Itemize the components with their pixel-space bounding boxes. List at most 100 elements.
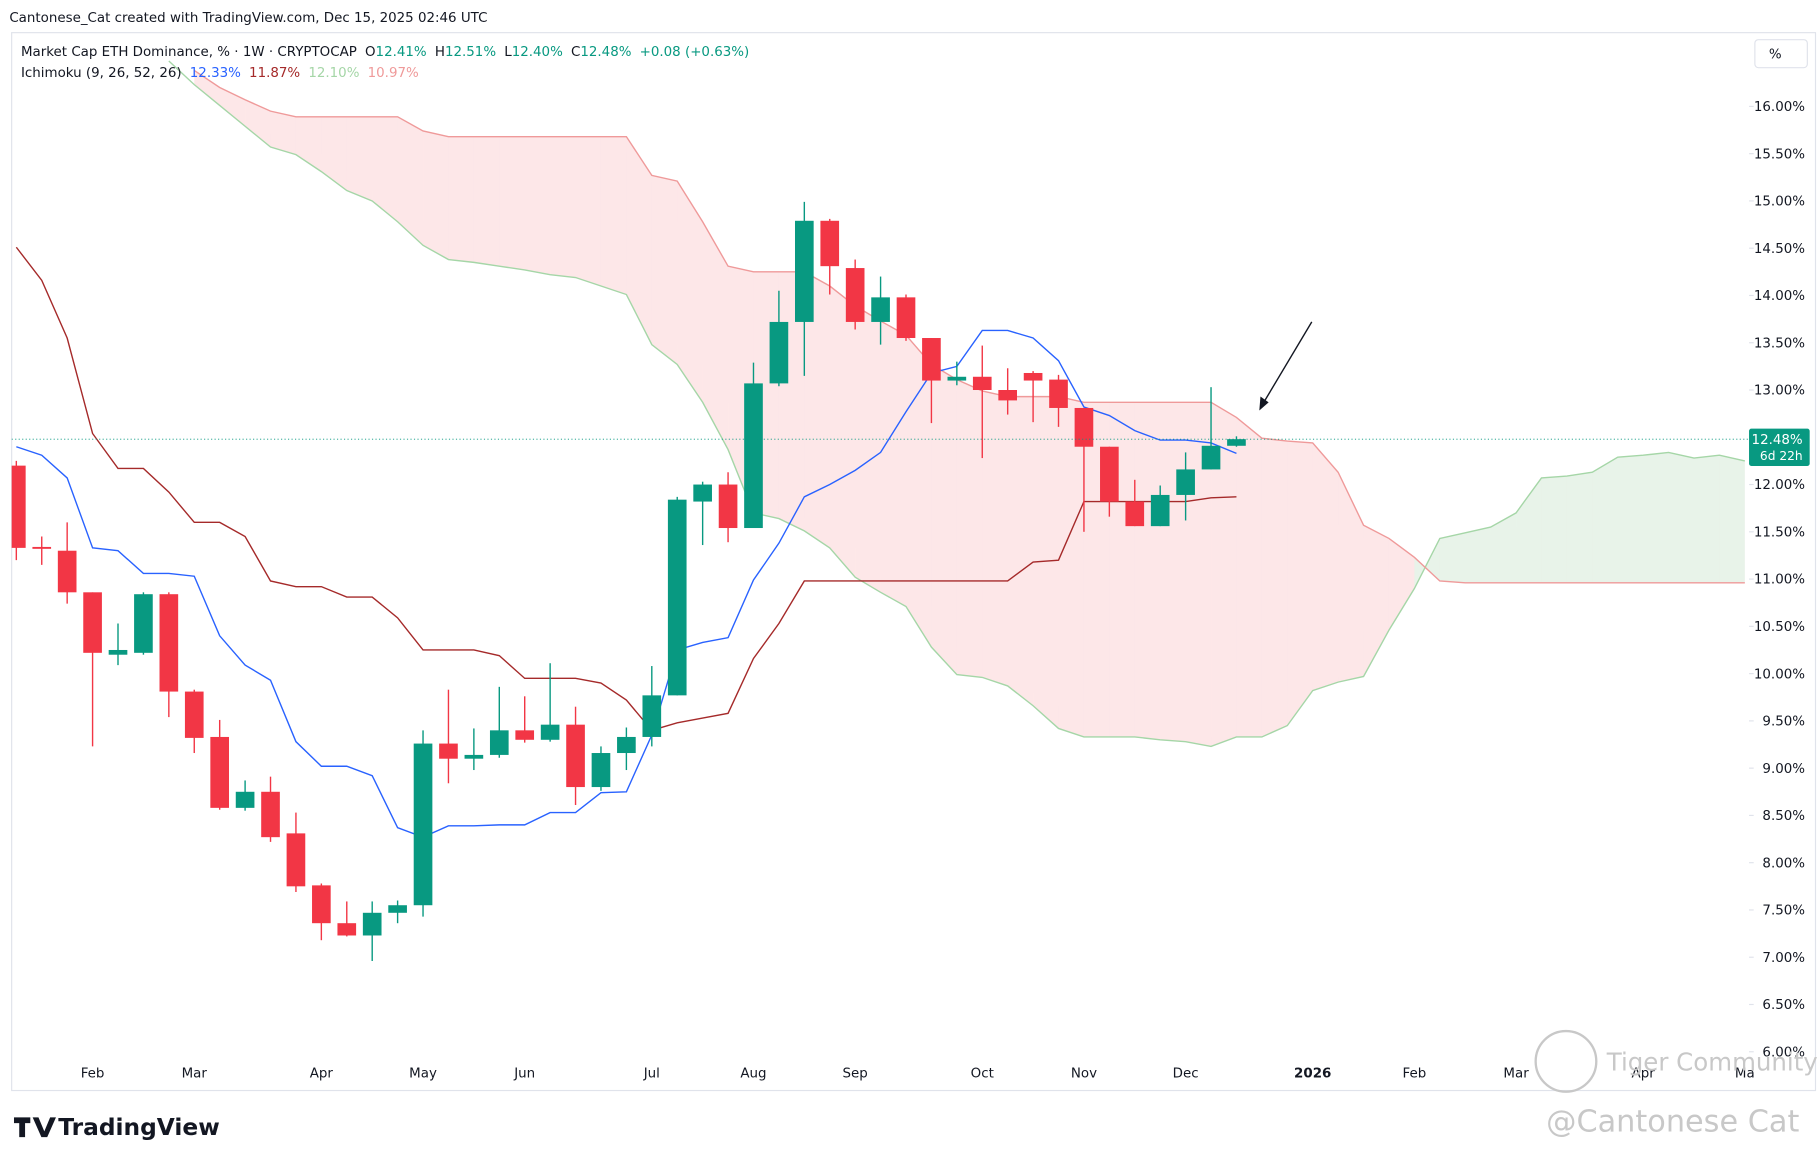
legend-key: L xyxy=(504,45,512,60)
price-label: 12.48% xyxy=(1752,433,1803,448)
cloud-fill xyxy=(1694,455,1720,583)
y-tick-label: 10.00% xyxy=(1754,667,1805,682)
candle-body xyxy=(134,594,153,653)
y-tick-label: 7.00% xyxy=(1762,951,1805,966)
indicator-line xyxy=(168,60,1745,748)
x-tick-label: May xyxy=(409,1067,437,1082)
y-tick-label: 14.50% xyxy=(1754,242,1805,257)
candle-body xyxy=(1150,494,1170,527)
y-tick-label: 16.00% xyxy=(1754,100,1805,115)
legend-indicator: Ichimoku (9, 26, 52, 26) 12.33% 11.87% 12.1… xyxy=(21,66,419,81)
cloud-fill xyxy=(1033,396,1059,729)
legend-change: +0.08 (+0.63%) xyxy=(640,45,750,60)
y-tick-label: 10.50% xyxy=(1754,620,1805,635)
y-tick-label: 6.00% xyxy=(1762,1045,1805,1060)
cloud-fill xyxy=(804,271,830,548)
candle-body xyxy=(871,297,890,322)
candle-body xyxy=(1176,469,1195,495)
indicator-line xyxy=(15,246,1237,732)
candle-body xyxy=(845,268,865,322)
cloud-fill xyxy=(1363,525,1389,677)
cloud-fill xyxy=(829,286,856,578)
cloud-fill xyxy=(372,116,398,222)
cloud-fill xyxy=(194,70,220,106)
cloud-fill xyxy=(600,136,627,295)
y-tick-label: 12.00% xyxy=(1754,478,1805,493)
candle-body xyxy=(210,736,230,808)
candle-body xyxy=(1074,407,1094,447)
candle-body xyxy=(591,753,611,788)
cloud-fill xyxy=(1490,512,1517,583)
cloud-fill xyxy=(346,116,373,201)
x-tick-label: Jul xyxy=(643,1067,660,1082)
legend-value: 12.41% xyxy=(376,45,427,60)
y-tick-label: 9.00% xyxy=(1762,762,1805,777)
cloud-fill xyxy=(1643,452,1669,583)
cloud-fill xyxy=(1134,402,1161,740)
cloud-fill xyxy=(702,221,729,450)
candle-body xyxy=(540,724,560,740)
cloud-fill xyxy=(626,136,652,345)
x-tick-label: Aug xyxy=(740,1067,766,1082)
candle-body xyxy=(617,736,636,754)
y-tick-label: 11.50% xyxy=(1754,525,1805,540)
candle-body xyxy=(1049,379,1068,408)
candle-body xyxy=(515,730,535,740)
candle-body xyxy=(388,905,407,913)
x-tick-label: 2026 xyxy=(1294,1067,1331,1082)
candle-body xyxy=(235,791,255,808)
unit-box[interactable] xyxy=(1754,39,1808,69)
cloud-fill xyxy=(473,136,500,267)
watermark-logo xyxy=(1534,1029,1598,1093)
y-tick-label: 15.00% xyxy=(1754,195,1805,210)
x-tick-label: Sep xyxy=(843,1067,868,1082)
indicator-value: 12.10% xyxy=(308,66,359,81)
cloud-fill xyxy=(677,181,703,403)
x-tick-label: Ma xyxy=(1735,1067,1755,1082)
x-tick-label: Nov xyxy=(1071,1067,1097,1082)
cloud-fill xyxy=(1566,472,1593,583)
indicator-line xyxy=(16,329,1237,838)
candle-body xyxy=(1100,446,1119,502)
x-tick-label: Apr xyxy=(310,1067,334,1082)
candle-body xyxy=(1023,372,1043,381)
x-tick-label: Oct xyxy=(971,1067,994,1082)
candle-body xyxy=(1227,439,1246,446)
cloud-fill xyxy=(1668,452,1695,583)
indicator-value: 10.97% xyxy=(368,66,419,81)
cloud-fill xyxy=(550,136,576,278)
y-tick-label: 9.50% xyxy=(1762,715,1805,730)
countdown: 6d 22h xyxy=(1760,449,1803,463)
candle-body xyxy=(744,383,763,529)
cloud-fill xyxy=(1617,455,1644,583)
axis-unit: % xyxy=(1769,47,1782,62)
y-tick-label: 14.00% xyxy=(1754,289,1805,304)
x-tick-label: Mar xyxy=(182,1067,208,1082)
cloud-fill xyxy=(1541,476,1567,583)
x-tick-label: Apr xyxy=(1632,1067,1656,1082)
indicator-line xyxy=(193,69,1745,584)
brand: TradingView xyxy=(58,1114,219,1141)
cloud-fill xyxy=(397,116,424,246)
overlay: % TradingView Tiger Community @Cantonese… xyxy=(13,39,1818,1141)
candle-body xyxy=(286,833,306,887)
cloud-fill xyxy=(499,136,525,270)
cloud-fill xyxy=(1287,441,1313,726)
candle-body xyxy=(566,724,585,788)
y-tick-label: 13.50% xyxy=(1754,336,1805,351)
x-tick-label: Jun xyxy=(513,1067,535,1082)
y-tick-label: 6.50% xyxy=(1762,998,1805,1013)
frame xyxy=(11,32,1817,1092)
candle-body xyxy=(820,220,840,267)
cloud-fill xyxy=(906,335,932,648)
indicator-value: 11.87% xyxy=(249,66,300,81)
cloud-fill xyxy=(524,136,551,275)
watermark: Tiger Community xyxy=(1606,1048,1818,1077)
candle-body xyxy=(32,546,52,549)
cloud-fill xyxy=(982,390,1008,686)
y-tick-label: 7.50% xyxy=(1762,904,1805,919)
candle-body xyxy=(693,484,712,502)
cloud-fill xyxy=(245,99,271,148)
x-tick-label: Feb xyxy=(81,1067,105,1082)
